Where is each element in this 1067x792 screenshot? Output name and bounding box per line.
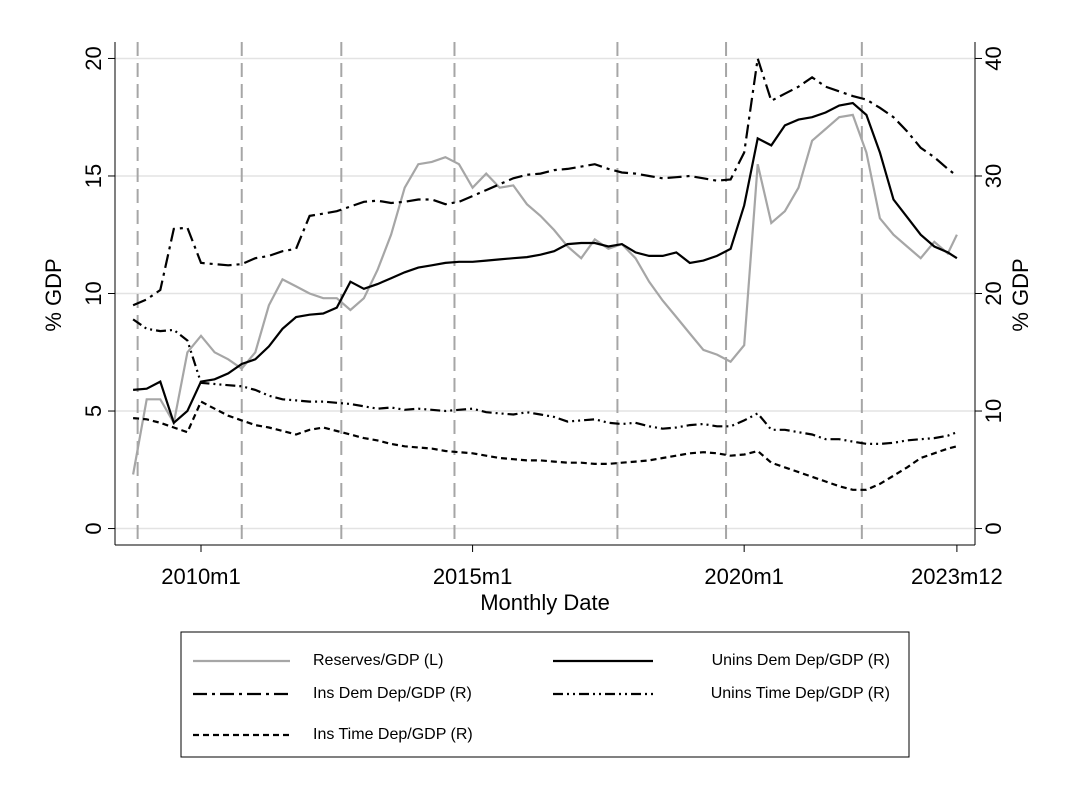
y2-tick-label: 20 <box>981 281 1006 305</box>
x-tick-label: 2020m1 <box>704 564 784 589</box>
y-axis-label: % GDP <box>41 258 66 331</box>
x-tick-label: 2010m1 <box>161 564 241 589</box>
legend-label: Ins Dem Dep/GDP (R) <box>313 685 472 702</box>
y2-tick-label: 10 <box>981 399 1006 423</box>
y-tick-label: 5 <box>81 405 106 417</box>
legend-label: Ins Time Dep/GDP (R) <box>313 726 473 743</box>
y-tick-label: 15 <box>81 164 106 188</box>
y2-tick-label: 30 <box>981 164 1006 188</box>
y2-tick-label: 40 <box>981 46 1006 70</box>
x-axis-label: Monthly Date <box>480 590 610 615</box>
legend-label: Unins Dem Dep/GDP (R) <box>712 652 890 669</box>
legend-label: Unins Time Dep/GDP (R) <box>711 685 890 702</box>
legend: Reserves/GDP (L) Unins Dem Dep/GDP (R) Ins… <box>193 652 890 743</box>
y2-axis-label: % GDP <box>1008 258 1033 331</box>
y2-tick-label: 0 <box>981 522 1006 534</box>
series-line <box>133 400 958 491</box>
legend-label: Reserves/GDP (L) <box>313 652 443 669</box>
y-tick-label: 20 <box>81 46 106 70</box>
y-tick-label: 0 <box>81 522 106 534</box>
y-tick-label: 10 <box>81 281 106 305</box>
x-tick-label: 2015m1 <box>433 564 513 589</box>
x-tick-label: 2023m12 <box>911 564 1003 589</box>
series-line <box>132 58 958 307</box>
series-line <box>132 113 958 475</box>
series-line <box>133 101 958 425</box>
series-line <box>132 318 958 445</box>
legend-box <box>180 631 910 758</box>
